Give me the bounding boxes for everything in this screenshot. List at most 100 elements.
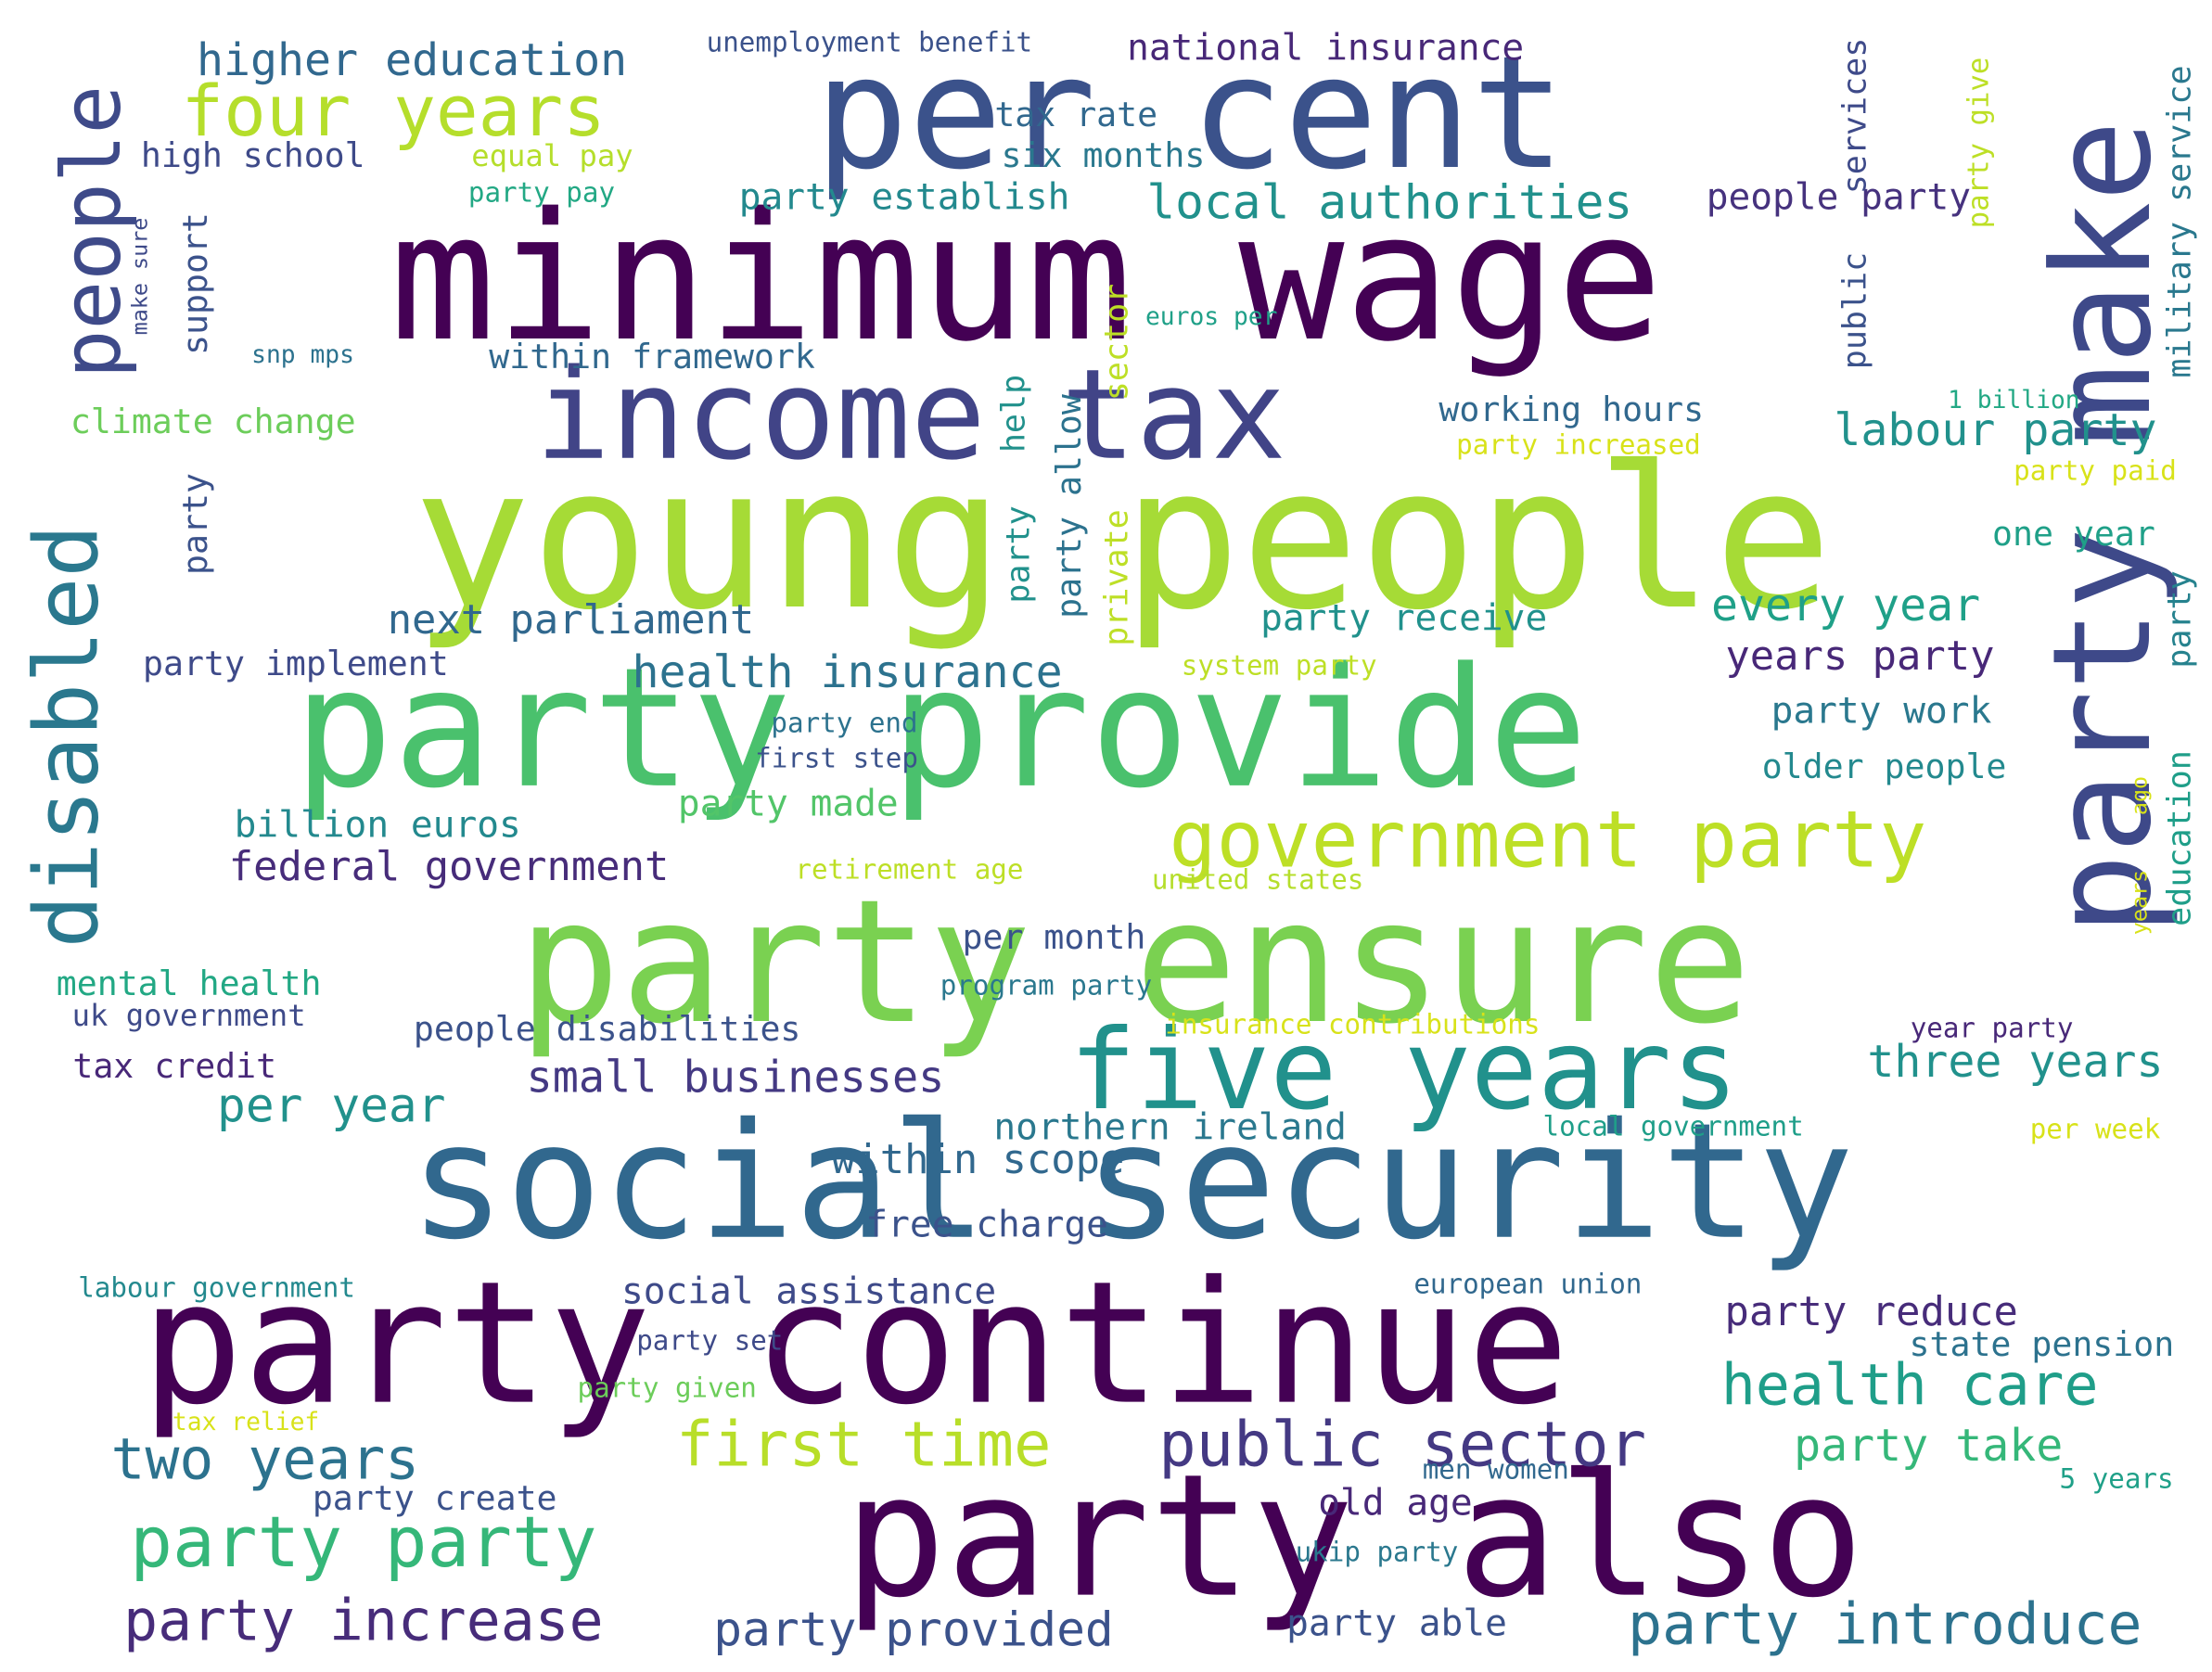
- cloud-word: northern ireland: [993, 1105, 1347, 1149]
- cloud-word: party receive: [1260, 596, 1548, 640]
- cloud-word: services: [1836, 37, 1874, 194]
- cloud-word: three years: [1867, 1036, 2164, 1089]
- cloud-word: retirement age: [795, 853, 1024, 886]
- cloud-word: uk government: [71, 998, 306, 1034]
- cloud-word: social assistance: [620, 1270, 997, 1313]
- cloud-word: labour party: [1834, 403, 2157, 456]
- cloud-word: party end: [771, 707, 918, 739]
- cloud-word: party set: [636, 1324, 784, 1357]
- cloud-word: united states: [1151, 863, 1364, 896]
- cloud-word: party introduce: [1628, 1591, 2142, 1658]
- cloud-word: tax relief: [172, 1408, 320, 1436]
- cloud-word: party: [2161, 570, 2199, 670]
- cloud-word: disabled: [16, 524, 119, 949]
- cloud-word: young people: [412, 423, 1833, 653]
- cloud-word: social security: [409, 1089, 1855, 1276]
- cloud-word: local authorities: [1146, 174, 1633, 231]
- cloud-word: year party: [1910, 1012, 2074, 1044]
- cloud-word: first step: [755, 742, 918, 774]
- cloud-word: snp mps: [251, 340, 354, 369]
- cloud-word: within framework: [489, 337, 815, 377]
- cloud-word: military service: [2161, 65, 2199, 378]
- cloud-word: free charge: [865, 1202, 1108, 1245]
- cloud-word: high school: [140, 135, 365, 176]
- cloud-word: men women: [1422, 1452, 1569, 1485]
- cloud-word: climate change: [70, 401, 356, 441]
- cloud-word: tax rate: [994, 94, 1158, 134]
- cloud-word: education: [2161, 749, 2199, 926]
- cloud-word: party pay: [467, 176, 616, 209]
- cloud-word: party take: [1794, 1420, 2064, 1473]
- cloud-word: 5 years: [2059, 1462, 2174, 1495]
- cloud-word: per year: [217, 1078, 446, 1134]
- cloud-word: national insurance: [1127, 25, 1525, 69]
- cloud-word: government party: [1169, 793, 1927, 886]
- cloud-word: four years: [181, 69, 606, 152]
- cloud-word: party implement: [143, 643, 449, 683]
- cloud-word: years: [2125, 869, 2152, 936]
- cloud-word: party give: [1963, 57, 1996, 229]
- cloud-word: party made: [677, 782, 899, 825]
- cloud-word: health care: [1720, 1352, 2099, 1419]
- cloud-word: party provide: [293, 632, 1588, 825]
- cloud-word: mental health: [56, 963, 322, 1003]
- cloud-word: old age: [1318, 1480, 1473, 1524]
- cloud-word: program party: [940, 969, 1153, 1002]
- cloud-word: minimum wage: [390, 174, 1663, 380]
- cloud-word: party party: [130, 1500, 597, 1583]
- cloud-word: next parliament: [387, 596, 755, 645]
- cloud-word: people: [45, 84, 140, 379]
- cloud-word: help: [995, 374, 1033, 453]
- cloud-word: party create: [312, 1477, 557, 1518]
- cloud-word: people disabilities: [413, 1008, 801, 1049]
- cloud-word: unemployment benefit: [706, 26, 1033, 58]
- cloud-word: party work: [1771, 689, 1992, 733]
- cloud-word: party paid: [2014, 454, 2177, 487]
- cloud-word: labour government: [78, 1271, 355, 1304]
- cloud-word: small businesses: [526, 1053, 945, 1104]
- cloud-word: support: [175, 212, 216, 356]
- cloud-word: within scope: [830, 1135, 1125, 1183]
- cloud-word: party: [1000, 505, 1038, 605]
- cloud-word: federal government: [228, 843, 670, 891]
- cloud-word: 1 billion: [1948, 387, 2080, 415]
- cloud-word: public sector: [1158, 1408, 1647, 1481]
- cloud-word: make sure: [125, 218, 152, 336]
- cloud-word: system party: [1181, 649, 1377, 682]
- cloud-word: party: [175, 473, 216, 576]
- cloud-word: people party: [1706, 175, 1972, 219]
- cloud-word: tax credit: [72, 1045, 277, 1086]
- cloud-word: per week: [2029, 1113, 2161, 1145]
- cloud-word: two years: [110, 1426, 420, 1493]
- cloud-word: five years: [1069, 1006, 1739, 1136]
- cloud-word: public: [1836, 251, 1874, 369]
- cloud-word: party allow: [1049, 394, 1090, 619]
- cloud-word: income tax: [535, 341, 1286, 488]
- cloud-word: party ensure: [518, 863, 1752, 1063]
- cloud-word: party able: [1286, 1602, 1507, 1645]
- cloud-word: party reduce: [1724, 1288, 2018, 1336]
- cloud-word: local government: [1542, 1110, 1804, 1142]
- cloud-word: party given: [577, 1372, 757, 1404]
- cloud-word: one year: [1992, 513, 2155, 554]
- cloud-word: state pension: [1909, 1323, 2175, 1364]
- cloud-word: higher education: [197, 34, 628, 87]
- cloud-word: first time: [675, 1408, 1052, 1481]
- cloud-word: private: [1098, 509, 1136, 646]
- cloud-word: party increased: [1456, 428, 1701, 461]
- cloud-word: per cent: [814, 22, 1566, 205]
- cloud-word: years party: [1725, 632, 1995, 680]
- cloud-word: older people: [1761, 746, 2007, 786]
- cloud-word: ukip party: [1295, 1536, 1459, 1568]
- cloud-word: party continue: [141, 1244, 1569, 1443]
- cloud-word: billion euros: [234, 803, 521, 847]
- cloud-word: health insurance: [632, 646, 1063, 699]
- cloud-word: ago: [2125, 775, 2152, 815]
- cloud-word: sector: [1098, 283, 1136, 402]
- cloud-word: european union: [1413, 1267, 1643, 1299]
- cloud-word: euros per: [1144, 302, 1278, 331]
- cloud-word: insurance contributions: [1165, 1007, 1541, 1040]
- cloud-word: six months: [1001, 135, 1206, 176]
- cloud-word: per month: [962, 917, 1146, 958]
- cloud-word: every year: [1710, 579, 1981, 632]
